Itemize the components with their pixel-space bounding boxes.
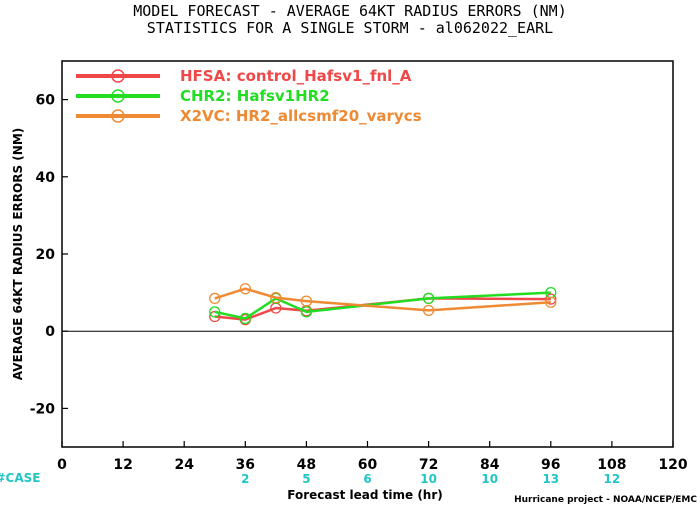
x-tick-label: 60 [358, 457, 378, 473]
data-point [300, 295, 313, 307]
case-count: 2 [241, 472, 249, 486]
data-point [270, 291, 282, 304]
case-count: 10 [420, 472, 437, 486]
x-tick-label: 72 [419, 457, 438, 473]
legend: HFSA: control_Hafsv1_fnl_A CHR2: Hafsv1HR… [76, 67, 422, 125]
legend-marker [111, 69, 125, 83]
legend-label: CHR2: Hafsv1HR2 [180, 87, 330, 105]
chart-subtitle: STATISTICS FOR A SINGLE STORM - al062022… [147, 19, 553, 37]
data-point [300, 306, 313, 318]
data-point [422, 304, 435, 317]
x-axis-label: Forecast lead time (hr) [287, 488, 443, 502]
x-tick-label: 96 [541, 457, 560, 473]
x-tick-label: 120 [658, 457, 687, 473]
case-count: 13 [542, 472, 559, 486]
legend-label: X2VC: HR2_allcsmf20_varycs [180, 107, 422, 125]
y-tick-label: 60 [36, 93, 56, 109]
y-axis: -20 0 20 40 60 [30, 93, 68, 417]
y-tick-label: 40 [36, 170, 56, 186]
data-point [209, 292, 221, 305]
case-count: 6 [363, 472, 371, 486]
chart-title: MODEL FORECAST - AVERAGE 64KT RADIUS ERR… [133, 2, 566, 20]
series-line [214, 297, 551, 321]
series-2 [209, 286, 557, 325]
data-point [209, 310, 221, 323]
data-point [239, 312, 251, 325]
x-tick-label: 108 [597, 457, 626, 473]
y-axis-label: AVERAGE 64KT RADIUS ERRORS (NM) [11, 128, 25, 380]
data-point [239, 283, 251, 295]
x-tick-label: 36 [236, 457, 255, 473]
x-tick-label: 0 [57, 457, 67, 473]
case-count: 12 [604, 472, 621, 486]
credit-text: Hurricane project - NOAA/NCEP/EMC [514, 495, 697, 505]
y-tick-label: -20 [30, 401, 56, 417]
x-tick-label: 12 [113, 457, 132, 473]
case-label: #CASE [0, 471, 41, 485]
x-tick-label: 48 [297, 457, 316, 473]
series-layer [209, 283, 557, 326]
legend-marker [111, 109, 125, 123]
y-tick-label: 0 [45, 324, 55, 340]
x-tick-label: 84 [480, 457, 500, 473]
legend-label: HFSA: control_Hafsv1_fnl_A [180, 67, 412, 85]
legend-marker [111, 89, 125, 103]
data-point [545, 293, 557, 305]
case-count: 10 [481, 472, 498, 486]
data-point [545, 296, 557, 308]
y-tick-label: 20 [36, 247, 56, 263]
data-point [209, 306, 221, 318]
x-axis: 0 12 24 36 48 60 72 84 96 108 120 [57, 441, 688, 473]
x-tick-label: 24 [174, 457, 194, 473]
data-point [422, 292, 435, 305]
series-3 [209, 283, 557, 317]
case-counts: 2 5 6 10 10 13 12 [241, 472, 620, 486]
case-count: 5 [302, 472, 310, 486]
